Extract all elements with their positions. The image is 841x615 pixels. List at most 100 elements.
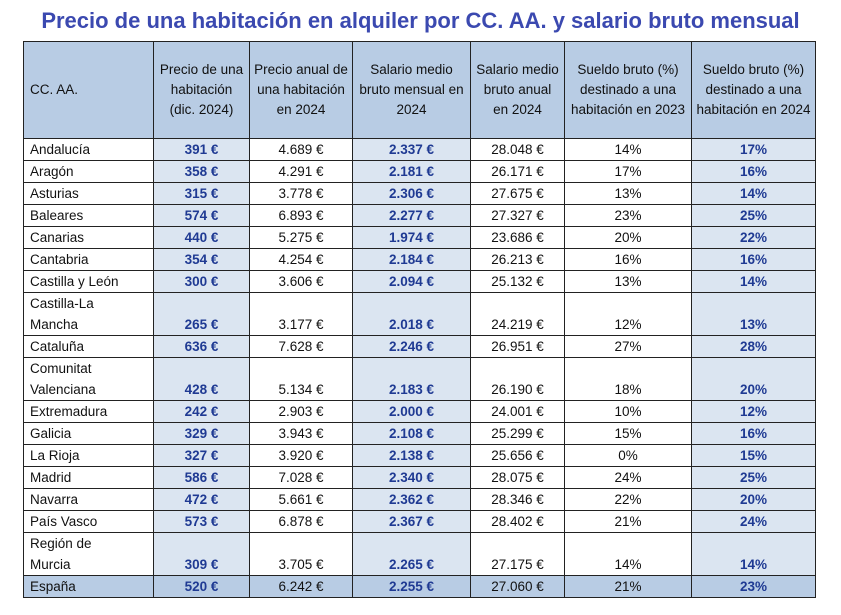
cell-precio: 520 € [153, 575, 250, 598]
cell-precio-anual: 6.242 € [249, 575, 353, 598]
cell-precio: 329 € [153, 422, 250, 445]
cell-precio-anual: 3.943 € [249, 422, 353, 445]
table-row: Castilla-La Mancha 265 €3.177 €2.018 €24.… [23, 292, 816, 336]
cell-pct-2024: 23% [691, 575, 816, 598]
cell-salario-mensual: 2.183 € [352, 357, 471, 401]
table-header-row: CC. AA. Precio de una habitación (dic. 2… [23, 41, 816, 139]
cell-pct-2023: 18% [564, 357, 692, 401]
table-row: La Rioja 327 €3.920 €2.138 €25.656 €0% 15% [23, 444, 816, 467]
cell-precio-anual: 5.661 € [249, 488, 353, 511]
cell-salario-mensual: 2.184 € [352, 248, 471, 271]
cell-precio-anual: 7.028 € [249, 466, 353, 489]
header-pct-2023: Sueldo bruto (%) destinado a una habitac… [564, 41, 692, 139]
cell-precio-anual: 4.291 € [249, 160, 353, 183]
cell-precio-anual: 5.134 € [249, 357, 353, 401]
cell-precio: 327 € [153, 444, 250, 467]
cell-precio: 636 € [153, 335, 250, 358]
cell-salario-anual: 27.675 € [470, 182, 565, 205]
cell-salario-anual: 28.402 € [470, 510, 565, 533]
cell-precio: 315 € [153, 182, 250, 205]
cell-ccaa: Canarias [23, 226, 154, 249]
table-row: Canarias 440 €5.275 €1.974 €23.686 €20% 22… [23, 226, 816, 249]
cell-salario-anual: 25.656 € [470, 444, 565, 467]
cell-precio: 574 € [153, 204, 250, 227]
cell-salario-mensual: 2.108 € [352, 422, 471, 445]
cell-ccaa: Asturias [23, 182, 154, 205]
cell-precio-anual: 6.878 € [249, 510, 353, 533]
cell-precio-anual: 5.275 € [249, 226, 353, 249]
cell-precio-anual: 3.778 € [249, 182, 353, 205]
cell-pct-2023: 14% [564, 138, 692, 161]
cell-salario-mensual: 2.265 € [352, 532, 471, 576]
cell-salario-anual: 24.001 € [470, 400, 565, 423]
cell-salario-anual: 23.686 € [470, 226, 565, 249]
cell-ccaa: Comunitat Valenciana [23, 357, 154, 401]
cell-salario-mensual: 2.306 € [352, 182, 471, 205]
cell-salario-mensual: 1.974 € [352, 226, 471, 249]
cell-pct-2024: 20% [691, 357, 816, 401]
cell-salario-anual: 27.175 € [470, 532, 565, 576]
header-salario-mensual: Salario medio bruto mensual en 2024 [352, 41, 471, 139]
cell-salario-mensual: 2.340 € [352, 466, 471, 489]
cell-salario-mensual: 2.181 € [352, 160, 471, 183]
table-row: Baleares 574 €6.893 €2.277 €27.327 €23% 25… [23, 204, 816, 227]
cell-salario-mensual: 2.362 € [352, 488, 471, 511]
cell-ccaa: La Rioja [23, 444, 154, 467]
cell-pct-2023: 12% [564, 292, 692, 336]
cell-pct-2024: 25% [691, 204, 816, 227]
cell-precio: 472 € [153, 488, 250, 511]
cell-precio: 573 € [153, 510, 250, 533]
cell-ccaa: Cataluña [23, 335, 154, 358]
cell-ccaa: Baleares [23, 204, 154, 227]
cell-pct-2023: 17% [564, 160, 692, 183]
cell-pct-2023: 14% [564, 532, 692, 576]
table-row: España 520 €6.242 €2.255 €27.060 €21% 23% [23, 575, 816, 598]
cell-salario-anual: 28.048 € [470, 138, 565, 161]
data-table: CC. AA. Precio de una habitación (dic. 2… [23, 41, 816, 598]
cell-precio-anual: 3.920 € [249, 444, 353, 467]
cell-pct-2024: 14% [691, 532, 816, 576]
cell-ccaa: Extremadura [23, 400, 154, 423]
cell-precio-anual: 4.254 € [249, 248, 353, 271]
cell-precio: 358 € [153, 160, 250, 183]
cell-pct-2024: 22% [691, 226, 816, 249]
header-precio: Precio de una habitación (dic. 2024) [153, 41, 250, 139]
cell-pct-2024: 16% [691, 422, 816, 445]
cell-pct-2024: 28% [691, 335, 816, 358]
cell-salario-mensual: 2.138 € [352, 444, 471, 467]
cell-salario-anual: 25.299 € [470, 422, 565, 445]
cell-ccaa: España [23, 575, 154, 598]
table-row: Aragón 358 €4.291 €2.181 €26.171 €17% 16% [23, 160, 816, 183]
cell-salario-mensual: 2.277 € [352, 204, 471, 227]
cell-pct-2023: 10% [564, 400, 692, 423]
cell-salario-mensual: 2.255 € [352, 575, 471, 598]
cell-ccaa: Región de Murcia [23, 532, 154, 576]
cell-precio: 309 € [153, 532, 250, 576]
cell-salario-mensual: 2.000 € [352, 400, 471, 423]
cell-precio: 242 € [153, 400, 250, 423]
cell-pct-2023: 21% [564, 510, 692, 533]
cell-precio-anual: 2.903 € [249, 400, 353, 423]
cell-salario-anual: 26.190 € [470, 357, 565, 401]
cell-pct-2024: 12% [691, 400, 816, 423]
cell-pct-2024: 16% [691, 160, 816, 183]
cell-ccaa: Castilla-La Mancha [23, 292, 154, 336]
header-salario-anual: Salario medio bruto anual en 2024 [470, 41, 565, 139]
cell-ccaa: Navarra [23, 488, 154, 511]
cell-pct-2024: 17% [691, 138, 816, 161]
table-row: Asturias 315 €3.778 €2.306 €27.675 €13% 14… [23, 182, 816, 205]
cell-pct-2024: 15% [691, 444, 816, 467]
cell-pct-2023: 13% [564, 270, 692, 293]
cell-salario-anual: 26.213 € [470, 248, 565, 271]
table-row: Galicia 329 €3.943 €2.108 €25.299 €15% 16% [23, 422, 816, 445]
cell-ccaa: Castilla y León [23, 270, 154, 293]
cell-precio-anual: 3.606 € [249, 270, 353, 293]
cell-salario-anual: 24.219 € [470, 292, 565, 336]
cell-pct-2023: 13% [564, 182, 692, 205]
cell-precio: 440 € [153, 226, 250, 249]
cell-ccaa: Aragón [23, 160, 154, 183]
cell-salario-anual: 27.060 € [470, 575, 565, 598]
cell-precio: 300 € [153, 270, 250, 293]
cell-precio-anual: 7.628 € [249, 335, 353, 358]
cell-pct-2023: 20% [564, 226, 692, 249]
